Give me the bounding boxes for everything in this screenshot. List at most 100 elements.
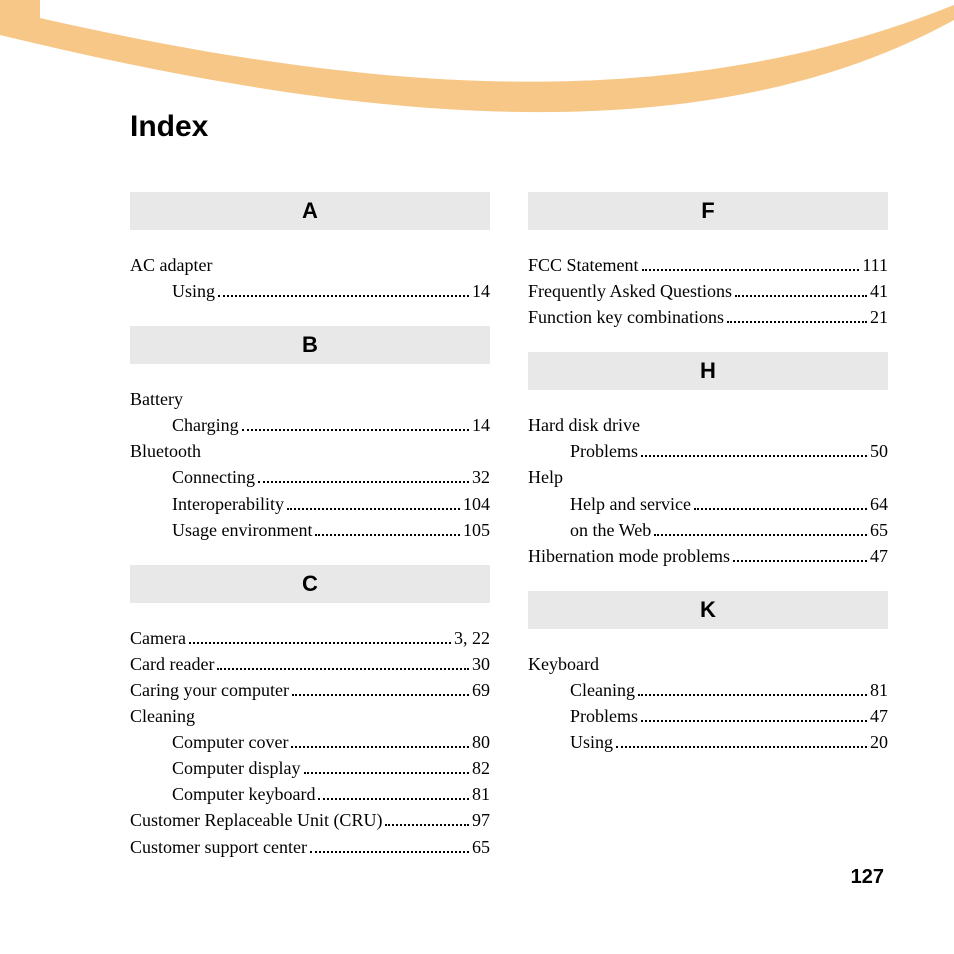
entry-label: Keyboard xyxy=(528,651,599,677)
leader-dots xyxy=(735,295,867,297)
index-entry: Problems 47 xyxy=(528,703,888,729)
letter-heading: B xyxy=(130,326,490,364)
entry-page: 50 xyxy=(870,438,888,464)
entry-label: FCC Statement xyxy=(528,252,639,278)
entry-page: 65 xyxy=(870,517,888,543)
leader-dots xyxy=(287,508,460,510)
index-entry: Customer support center 65 xyxy=(130,834,490,860)
index-section-a: A AC adapterUsing 14 xyxy=(130,192,490,304)
index-section-c: CCamera 3, 22Card reader 30Caring your c… xyxy=(130,565,490,860)
leader-dots xyxy=(641,720,867,722)
entry-label: Battery xyxy=(130,386,183,412)
entry-label: Using xyxy=(570,729,613,755)
entry-label: Charging xyxy=(172,412,239,438)
index-entry: Connecting 32 xyxy=(130,464,490,490)
entry-label: Computer cover xyxy=(172,729,288,755)
index-entry: Keyboard xyxy=(528,651,888,677)
letter-heading: F xyxy=(528,192,888,230)
entry-label: Card reader xyxy=(130,651,214,677)
index-entry: Battery xyxy=(130,386,490,412)
entry-page: 21 xyxy=(870,304,888,330)
leader-dots xyxy=(385,824,469,826)
entry-page: 69 xyxy=(472,677,490,703)
index-entry: Customer Replaceable Unit (CRU) 97 xyxy=(130,807,490,833)
entry-label: Using xyxy=(172,278,215,304)
entry-page: 81 xyxy=(870,677,888,703)
index-section-b: BBatteryCharging 14BluetoothConnecting 3… xyxy=(130,326,490,543)
page-title: Index xyxy=(130,110,889,144)
entry-label: Hard disk drive xyxy=(528,412,640,438)
leader-dots xyxy=(642,269,860,271)
entry-label: Customer support center xyxy=(130,834,307,860)
index-entry: Usage environment 105 xyxy=(130,517,490,543)
leader-dots xyxy=(315,534,460,536)
entry-label: Customer Replaceable Unit (CRU) xyxy=(130,807,382,833)
entry-page: 47 xyxy=(870,703,888,729)
right-column: F FCC Statement 111Frequently Asked Quest… xyxy=(528,192,888,882)
index-entry: Help xyxy=(528,464,888,490)
entry-page: 3, 22 xyxy=(454,625,490,651)
entry-page: 80 xyxy=(472,729,490,755)
entry-page: 32 xyxy=(472,464,490,490)
entry-label: Problems xyxy=(570,703,638,729)
index-entry: Using 14 xyxy=(130,278,490,304)
entry-page: 14 xyxy=(472,412,490,438)
leader-dots xyxy=(258,481,469,483)
leader-dots xyxy=(189,642,451,644)
letter-heading: C xyxy=(130,565,490,603)
index-entry: Function key combinations 21 xyxy=(528,304,888,330)
entry-label: Caring your computer xyxy=(130,677,289,703)
entry-label: Computer display xyxy=(172,755,301,781)
entry-page: 20 xyxy=(870,729,888,755)
leader-dots xyxy=(727,321,867,323)
left-column: AAC adapterUsing 14BBatteryCharging 14Bl… xyxy=(130,192,490,882)
entry-page: 14 xyxy=(472,278,490,304)
index-section-h: HHard disk driveProblems 50HelpHelp and … xyxy=(528,352,888,569)
entry-label: Camera xyxy=(130,625,186,651)
entry-label: Usage environment xyxy=(172,517,312,543)
letter-heading: A xyxy=(130,192,490,230)
index-entry: Cleaning 81 xyxy=(528,677,888,703)
leader-dots xyxy=(242,429,469,431)
index-entry: on the Web 65 xyxy=(528,517,888,543)
entry-page: 81 xyxy=(472,781,490,807)
leader-dots xyxy=(218,295,469,297)
index-entry: Using 20 xyxy=(528,729,888,755)
entry-label: Problems xyxy=(570,438,638,464)
index-section-k: KKeyboardCleaning 81Problems 47Using 20 xyxy=(528,591,888,755)
entry-page: 105 xyxy=(463,517,490,543)
entry-label: Cleaning xyxy=(570,677,635,703)
entry-page: 97 xyxy=(472,807,490,833)
index-entry: AC adapter xyxy=(130,252,490,278)
entry-page: 30 xyxy=(472,651,490,677)
leader-dots xyxy=(318,798,469,800)
index-section-f: F FCC Statement 111Frequently Asked Quest… xyxy=(528,192,888,330)
entry-label: Computer keyboard xyxy=(172,781,315,807)
entry-label: Function key combinations xyxy=(528,304,724,330)
leader-dots xyxy=(733,560,867,562)
entry-label: Hibernation mode problems xyxy=(528,543,730,569)
leader-dots xyxy=(616,746,867,748)
entry-label: Connecting xyxy=(172,464,255,490)
leader-dots xyxy=(641,455,867,457)
index-entry: Caring your computer 69 xyxy=(130,677,490,703)
index-entry: Hard disk drive xyxy=(528,412,888,438)
entry-page: 104 xyxy=(463,491,490,517)
entry-label: AC adapter xyxy=(130,252,212,278)
index-entry: Problems 50 xyxy=(528,438,888,464)
index-entry: Computer cover 80 xyxy=(130,729,490,755)
entry-label: Frequently Asked Questions xyxy=(528,278,732,304)
letter-heading: H xyxy=(528,352,888,390)
entry-label: Interoperability xyxy=(172,491,284,517)
entry-label: Help xyxy=(528,464,563,490)
entry-page: 82 xyxy=(472,755,490,781)
leader-dots xyxy=(694,508,867,510)
index-entry: Computer display 82 xyxy=(130,755,490,781)
index-entry: Hibernation mode problems 47 xyxy=(528,543,888,569)
leader-dots xyxy=(217,668,469,670)
entry-page: 41 xyxy=(870,278,888,304)
entry-label: Help and service xyxy=(570,491,691,517)
entry-page: 65 xyxy=(472,834,490,860)
leader-dots xyxy=(310,851,469,853)
index-entry: FCC Statement 111 xyxy=(528,252,888,278)
